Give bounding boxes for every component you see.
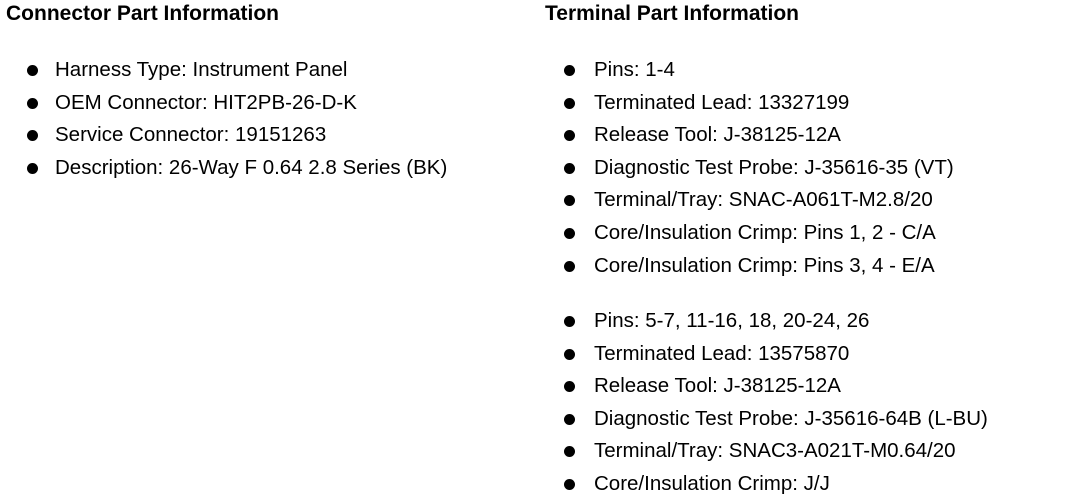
- list-item-text: Terminated Lead: 13327199: [594, 90, 850, 114]
- list-item: Terminal/Tray: SNAC3-A021T-M0.64/20: [545, 435, 988, 468]
- list-item-text: OEM Connector: HIT2PB-26-D-K: [55, 90, 357, 114]
- list-item-text: Terminated Lead: 13575870: [594, 341, 850, 365]
- list-item: Service Connector: 19151263: [6, 119, 447, 152]
- bullet-icon: [27, 162, 38, 174]
- bullet-icon: [564, 381, 575, 393]
- list-item-text: Diagnostic Test Probe: J-35616-64B (L-BU…: [594, 406, 988, 430]
- list-item: Release Tool: J-38125-12A: [545, 119, 954, 152]
- list-item-text: Diagnostic Test Probe: J-35616-35 (VT): [594, 155, 954, 179]
- list-item-text: Core/Insulation Crimp: Pins 1, 2 - C/A: [594, 220, 936, 244]
- list-item-text: Pins: 1-4: [594, 58, 675, 81]
- list-item: Core/Insulation Crimp: J/J: [545, 468, 988, 501]
- bullet-icon: [564, 446, 575, 458]
- connector-list: Harness Type: Instrument Panel OEM Connec…: [6, 54, 447, 184]
- list-item: Pins: 1-4: [545, 54, 954, 87]
- list-item: Core/Insulation Crimp: Pins 1, 2 - C/A: [545, 217, 954, 250]
- terminal-heading: Terminal Part Information: [545, 2, 799, 25]
- list-item-text: Terminal/Tray: SNAC3-A021T-M0.64/20: [594, 439, 956, 463]
- list-item-text: Service Connector: 19151263: [55, 123, 327, 147]
- bullet-icon: [27, 97, 38, 109]
- list-item-text: Pins: 5-7, 11-16, 18, 20-24, 26: [594, 309, 870, 332]
- terminal-list-group-2: Pins: 5-7, 11-16, 18, 20-24, 26 Terminate…: [545, 305, 988, 501]
- bullet-icon: [564, 478, 575, 490]
- list-item-text: Core/Insulation Crimp: Pins 3, 4 - E/A: [594, 253, 935, 277]
- bullet-icon: [564, 348, 575, 360]
- bullet-icon: [564, 195, 575, 207]
- list-item: Terminated Lead: 13575870: [545, 338, 988, 371]
- bullet-icon: [564, 227, 575, 239]
- bullet-icon: [564, 413, 575, 425]
- list-item-text: Release Tool: J-38125-12A: [594, 374, 841, 398]
- bullet-icon: [27, 130, 38, 142]
- list-item: Harness Type: Instrument Panel: [6, 54, 447, 87]
- list-item: Description: 26-Way F 0.64 2.8 Series (B…: [6, 152, 447, 185]
- list-item-text: Harness Type: Instrument Panel: [55, 58, 348, 81]
- list-item-text: Release Tool: J-38125-12A: [594, 123, 841, 147]
- list-item: Terminal/Tray: SNAC-A061T-M2.8/20: [545, 184, 954, 217]
- list-item-text: Terminal/Tray: SNAC-A061T-M2.8/20: [594, 188, 933, 212]
- bullet-icon: [564, 130, 575, 142]
- list-item: Release Tool: J-38125-12A: [545, 370, 988, 403]
- list-item: Core/Insulation Crimp: Pins 3, 4 - E/A: [545, 250, 954, 283]
- connector-heading: Connector Part Information: [6, 2, 280, 25]
- list-item-text: Core/Insulation Crimp: J/J: [594, 471, 830, 495]
- bullet-icon: [564, 162, 575, 174]
- terminal-list-group-1: Pins: 1-4 Terminated Lead: 13327199 Releas…: [545, 54, 954, 282]
- list-item: Diagnostic Test Probe: J-35616-35 (VT): [545, 152, 954, 185]
- bullet-icon: [564, 260, 575, 272]
- list-item: OEM Connector: HIT2PB-26-D-K: [6, 87, 447, 120]
- list-item-text: Description: 26-Way F 0.64 2.8 Series (B…: [55, 155, 448, 179]
- list-item: Pins: 5-7, 11-16, 18, 20-24, 26: [545, 305, 988, 338]
- bullet-icon: [564, 316, 575, 327]
- list-item: Terminated Lead: 13327199: [545, 87, 954, 120]
- bullet-icon: [564, 97, 575, 109]
- bullet-icon: [564, 65, 575, 76]
- bullet-icon: [27, 65, 38, 76]
- list-item: Diagnostic Test Probe: J-35616-64B (L-BU…: [545, 403, 988, 436]
